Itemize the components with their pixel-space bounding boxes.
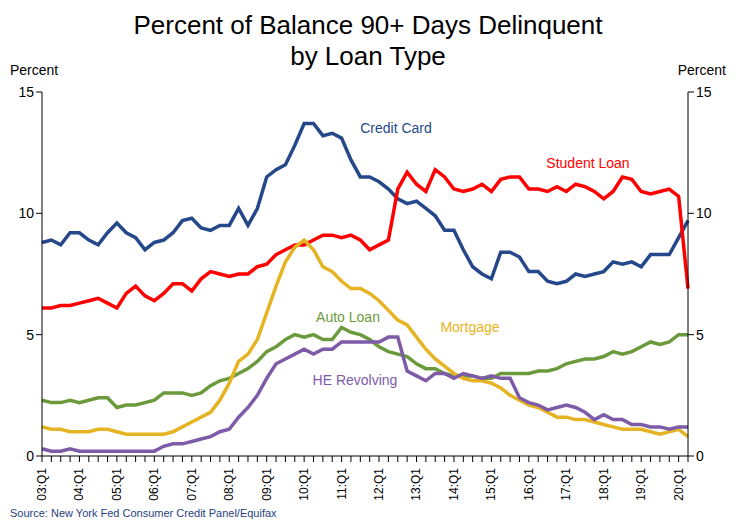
svg-text:04:Q1: 04:Q1 [72, 468, 86, 501]
svg-text:15: 15 [696, 84, 712, 100]
svg-text:0: 0 [696, 448, 704, 464]
svg-text:16:Q1: 16:Q1 [522, 468, 536, 501]
svg-text:17:Q1: 17:Q1 [559, 468, 573, 501]
svg-text:10: 10 [18, 205, 34, 221]
html-text:Student Loan: Student Loan [546, 155, 630, 171]
html-text:Percent: Percent [10, 62, 59, 78]
svg-text:08:Q1: 08:Q1 [222, 468, 236, 501]
svg-text:0: 0 [26, 448, 34, 464]
svg-text:19:Q1: 19:Q1 [634, 468, 648, 501]
html-text:Source: New York Fed Consumer: Source: New York Fed Consumer Credit Pan… [10, 507, 277, 519]
svg-text:18:Q1: 18:Q1 [597, 468, 611, 501]
svg-text:12:Q1: 12:Q1 [372, 468, 386, 501]
html-text:Mortgage: Mortgage [440, 319, 500, 335]
svg-text:5: 5 [696, 327, 704, 343]
svg-text:15: 15 [18, 84, 34, 100]
svg-text:09:Q1: 09:Q1 [260, 468, 274, 501]
html-text:by Loan Type: by Loan Type [290, 41, 446, 71]
svg-text:14:Q1: 14:Q1 [447, 468, 461, 501]
html-text:Percent of Balance 90+ Days De: Percent of Balance 90+ Days Delinquent [133, 10, 603, 40]
html-text:HE Revolving: HE Revolving [312, 372, 398, 388]
svg-text:15:Q1: 15:Q1 [484, 468, 498, 501]
svg-text:11:Q1: 11:Q1 [335, 468, 349, 500]
svg-text:03:Q1: 03:Q1 [35, 468, 49, 501]
svg-text:20:Q1: 20:Q1 [672, 468, 686, 501]
svg-text:05:Q1: 05:Q1 [110, 468, 124, 501]
svg-text:06:Q1: 06:Q1 [147, 468, 161, 501]
svg-text:5: 5 [26, 327, 34, 343]
svg-text:10:Q1: 10:Q1 [297, 468, 311, 501]
html-text:Credit Card: Credit Card [360, 120, 432, 136]
html-text:Auto Loan: Auto Loan [316, 309, 380, 325]
svg-text:10: 10 [696, 205, 712, 221]
html-text:Percent: Percent [677, 62, 726, 78]
svg-text:07:Q1: 07:Q1 [185, 468, 199, 501]
svg-text:13:Q1: 13:Q1 [409, 468, 423, 501]
